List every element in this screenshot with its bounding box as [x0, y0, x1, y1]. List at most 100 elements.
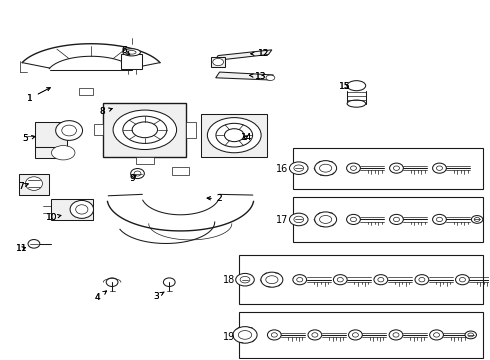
Ellipse shape	[319, 216, 332, 224]
Ellipse shape	[474, 217, 480, 221]
Ellipse shape	[25, 177, 43, 190]
Text: 4: 4	[95, 291, 106, 302]
Ellipse shape	[352, 333, 359, 337]
Ellipse shape	[213, 58, 223, 66]
Bar	[211, 57, 225, 67]
Ellipse shape	[350, 217, 357, 222]
Bar	[19, 174, 49, 195]
Ellipse shape	[430, 330, 443, 340]
Ellipse shape	[374, 275, 388, 285]
Ellipse shape	[75, 205, 88, 214]
Ellipse shape	[132, 122, 158, 138]
Text: 15: 15	[340, 82, 351, 91]
Ellipse shape	[293, 275, 307, 285]
Bar	[293, 197, 484, 242]
Ellipse shape	[348, 330, 362, 340]
Text: 3: 3	[153, 292, 164, 301]
Ellipse shape	[261, 272, 283, 287]
Ellipse shape	[290, 162, 308, 175]
Text: 5: 5	[22, 134, 35, 143]
Bar	[239, 312, 484, 357]
Ellipse shape	[266, 75, 275, 81]
Ellipse shape	[390, 163, 403, 173]
Ellipse shape	[346, 215, 360, 225]
Text: 8: 8	[99, 107, 112, 116]
Text: 13: 13	[249, 72, 267, 81]
Ellipse shape	[471, 216, 483, 223]
Text: 6: 6	[122, 46, 130, 55]
Ellipse shape	[266, 276, 278, 284]
Text: 12: 12	[251, 49, 269, 58]
Ellipse shape	[347, 100, 366, 107]
Text: 7: 7	[18, 182, 28, 191]
Text: 9: 9	[130, 174, 136, 183]
Bar	[172, 167, 189, 175]
Text: 17: 17	[275, 215, 288, 225]
Ellipse shape	[460, 278, 465, 282]
Ellipse shape	[294, 165, 304, 171]
Text: 11: 11	[16, 244, 27, 253]
Text: 13: 13	[249, 72, 267, 81]
Ellipse shape	[70, 201, 94, 219]
Ellipse shape	[419, 278, 425, 282]
Bar	[293, 148, 484, 189]
Ellipse shape	[271, 333, 277, 337]
Ellipse shape	[312, 333, 318, 337]
Ellipse shape	[456, 275, 469, 285]
Text: 2: 2	[207, 194, 222, 203]
Ellipse shape	[390, 215, 403, 225]
Ellipse shape	[315, 161, 337, 176]
Ellipse shape	[393, 333, 399, 337]
Ellipse shape	[433, 163, 446, 173]
Ellipse shape	[51, 145, 75, 160]
Bar	[79, 88, 93, 95]
Ellipse shape	[389, 330, 403, 340]
Bar	[94, 125, 103, 135]
Text: 14: 14	[241, 133, 252, 142]
Polygon shape	[215, 50, 272, 60]
Ellipse shape	[163, 278, 175, 287]
Bar	[35, 147, 64, 158]
Ellipse shape	[238, 330, 252, 339]
Text: 2: 2	[207, 194, 222, 203]
Ellipse shape	[465, 331, 476, 339]
Ellipse shape	[233, 327, 257, 343]
Ellipse shape	[106, 278, 118, 287]
Ellipse shape	[123, 116, 167, 143]
Text: 4: 4	[95, 291, 106, 302]
Bar	[35, 122, 67, 147]
Ellipse shape	[433, 215, 446, 225]
Bar	[103, 103, 186, 157]
Ellipse shape	[28, 239, 40, 248]
Ellipse shape	[123, 49, 141, 56]
Ellipse shape	[308, 330, 322, 340]
Bar	[201, 114, 267, 157]
Ellipse shape	[437, 166, 442, 170]
Text: 19: 19	[223, 332, 235, 342]
Ellipse shape	[297, 278, 303, 282]
Ellipse shape	[131, 168, 145, 179]
Ellipse shape	[113, 110, 176, 149]
Bar	[186, 122, 196, 138]
Ellipse shape	[315, 212, 337, 227]
Ellipse shape	[216, 123, 252, 147]
Ellipse shape	[62, 125, 76, 136]
Ellipse shape	[333, 275, 347, 285]
Ellipse shape	[290, 213, 308, 226]
Bar	[239, 255, 484, 304]
Ellipse shape	[224, 129, 244, 141]
Text: 3: 3	[153, 292, 164, 301]
Ellipse shape	[337, 278, 343, 282]
Bar	[136, 157, 154, 164]
Text: 10: 10	[46, 213, 61, 222]
Text: 15: 15	[340, 82, 351, 91]
Ellipse shape	[434, 333, 440, 337]
Text: 11: 11	[16, 244, 27, 253]
Ellipse shape	[468, 333, 474, 337]
Ellipse shape	[346, 163, 360, 173]
Text: 1: 1	[27, 88, 50, 103]
Ellipse shape	[393, 166, 399, 170]
Ellipse shape	[134, 171, 141, 176]
Text: 10: 10	[46, 213, 61, 222]
Ellipse shape	[319, 164, 332, 172]
